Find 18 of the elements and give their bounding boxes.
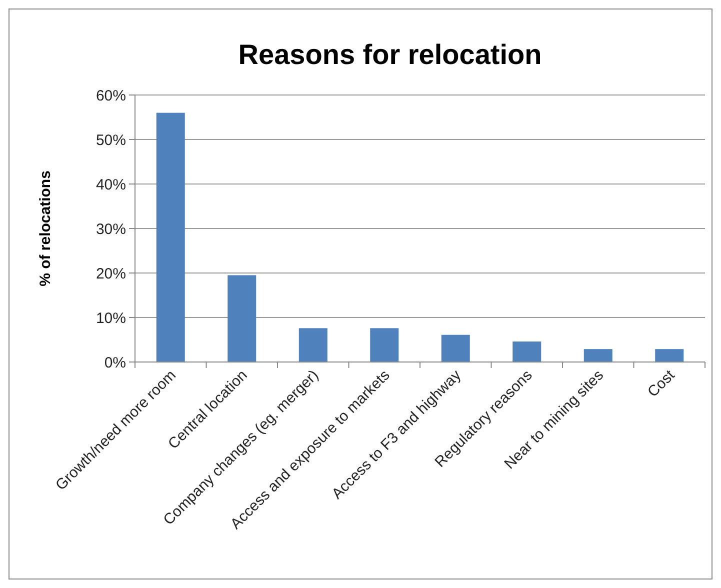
- y-tick-label: 50%: [96, 132, 126, 149]
- y-tick-label: 40%: [96, 176, 126, 194]
- y-axis-title: % of relocations: [37, 170, 54, 286]
- chart-title: Reasons for relocation: [238, 39, 542, 70]
- y-tick-label: 30%: [96, 220, 126, 238]
- bar: [156, 112, 185, 362]
- bar: [584, 349, 612, 362]
- bar: [655, 349, 684, 362]
- bar: [228, 275, 256, 362]
- bar: [441, 334, 470, 362]
- y-tick-label: 10%: [96, 310, 126, 327]
- bar: [370, 328, 399, 362]
- x-tick-label: Cost: [644, 366, 679, 401]
- y-tick-label: 60%: [96, 87, 126, 104]
- bar: [298, 328, 328, 362]
- bar: [512, 342, 542, 362]
- y-tick-label: 20%: [96, 265, 126, 282]
- y-tick-label: 0%: [104, 354, 126, 372]
